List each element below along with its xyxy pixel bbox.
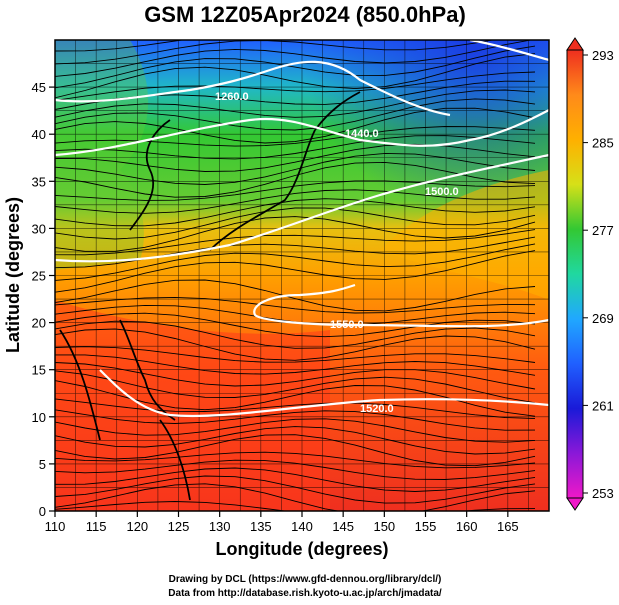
streamline (55, 89, 536, 118)
streamline (55, 53, 536, 99)
streamline (55, 71, 536, 101)
streamline (55, 426, 536, 455)
streamline (55, 180, 536, 201)
y-tick-label: 30 (32, 221, 46, 236)
y-tick-label: 20 (32, 316, 46, 331)
streamline (55, 250, 536, 293)
contour-label: 1440.0 (345, 128, 379, 140)
x-tick-label: 165 (497, 519, 519, 534)
streamline (55, 40, 186, 52)
x-tick-label: 120 (126, 519, 148, 534)
credit-data: Data from http://database.rish.kyoto-u.a… (168, 588, 442, 599)
x-tick-label: 160 (456, 519, 478, 534)
contour-label: 1520.0 (360, 403, 394, 415)
streamline (55, 40, 495, 65)
y-tick-label: 25 (32, 269, 46, 284)
streamline (55, 40, 534, 77)
streamline (55, 418, 536, 443)
y-tick-label: 40 (32, 127, 46, 142)
coastlines (59, 91, 361, 501)
colorbar-label: 277 (592, 223, 614, 238)
streamline (55, 243, 536, 281)
streamline (55, 475, 536, 504)
credit-drawing: Drawing by DCL (https://www.gfd-dennou.o… (168, 574, 442, 585)
streamline (55, 229, 536, 256)
streamline (55, 98, 536, 131)
page-title: GSM 12Z05Apr2024 (850.0hPa) (144, 2, 466, 27)
colorbar-lower-arrow (566, 497, 584, 511)
streamline (55, 107, 536, 144)
streamline (55, 143, 536, 172)
contour-label: 1260.0 (215, 91, 249, 103)
y-axis-title: Latitude (degrees) (3, 197, 23, 353)
streamline (55, 279, 536, 312)
x-tick-label: 115 (86, 519, 107, 534)
streamline (55, 354, 536, 376)
streamline (55, 189, 536, 214)
contour-label: 1550.0 (330, 319, 364, 331)
x-tick-label: 125 (168, 519, 190, 534)
y-tick-label: 10 (32, 410, 46, 425)
streamline (55, 398, 536, 420)
streamline (55, 304, 536, 326)
streamline (55, 467, 536, 492)
x-tick-label: 155 (415, 519, 437, 534)
height-contours (55, 40, 549, 418)
colorbar-label: 293 (592, 48, 614, 63)
x-axis-title: Longitude (degrees) (215, 539, 388, 559)
streamline (55, 216, 536, 252)
streamline (55, 126, 536, 148)
streamline (55, 296, 536, 314)
streamline (55, 328, 536, 361)
streamline (55, 451, 536, 469)
x-tick-label: 110 (45, 519, 66, 534)
x-tick-label: 150 (373, 519, 395, 534)
streamline (55, 459, 536, 480)
x-tick-label: 145 (332, 519, 354, 534)
streamline (55, 236, 536, 269)
streamline (55, 312, 536, 338)
x-tick-label: 135 (250, 519, 272, 534)
colorbar-label: 261 (592, 398, 614, 413)
streamline (55, 346, 536, 363)
streamline (55, 362, 536, 390)
y-tick-label: 35 (32, 174, 46, 189)
y-tick-label: 45 (32, 80, 46, 95)
streamline (55, 409, 536, 431)
y-tick-label: 15 (32, 363, 46, 378)
y-tick-label: 0 (39, 504, 46, 519)
streamline (55, 45, 536, 89)
streamline (55, 483, 536, 511)
colorbar-label: 253 (592, 486, 614, 501)
contour-label: 1500.0 (425, 186, 459, 198)
x-tick-label: 140 (291, 519, 313, 534)
streamline (55, 152, 536, 185)
colorbar: 293 285 277 269 261 253 (566, 37, 614, 511)
temperature-field: 1260.0 1440.0 1500.0 1550.0 1520.0 (55, 40, 549, 511)
colorbar-label: 269 (592, 311, 614, 326)
streamline (55, 207, 536, 240)
x-tick-label: 130 (209, 519, 231, 534)
y-tick-label: 5 (39, 457, 46, 472)
streamline (55, 135, 536, 160)
streamline (55, 161, 536, 198)
streamline (55, 320, 536, 349)
colorbar-label: 285 (592, 136, 614, 151)
streamline (55, 434, 536, 467)
colorbar-upper-arrow (566, 37, 584, 51)
colorbar-gradient (566, 49, 584, 499)
